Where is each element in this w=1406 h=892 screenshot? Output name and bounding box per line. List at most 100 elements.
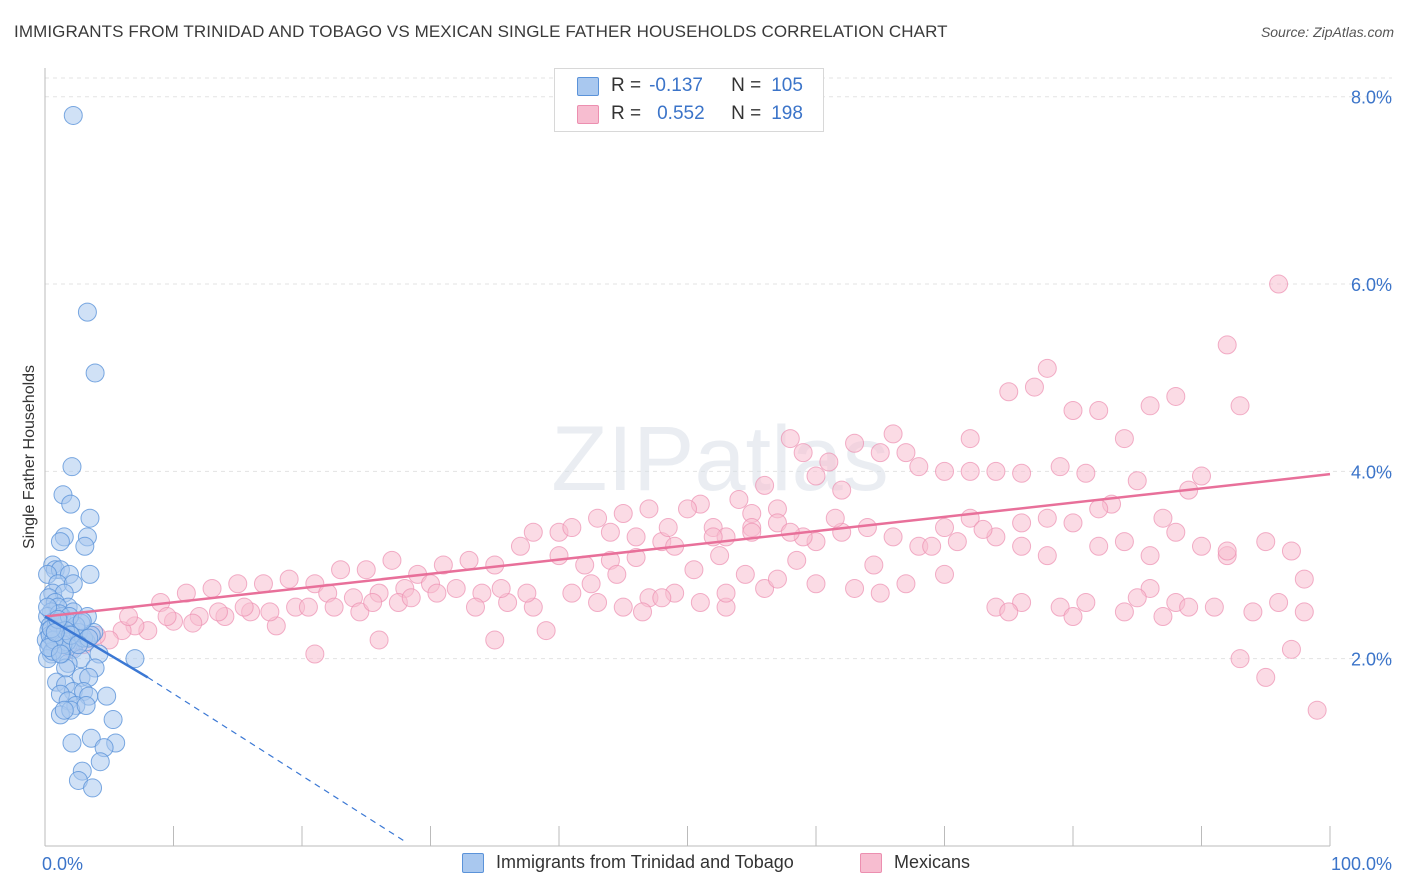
- mexicans-point: [1230, 649, 1250, 669]
- legend-item-mexicans[interactable]: Mexicans: [860, 852, 970, 873]
- mexicans-point: [1140, 578, 1160, 598]
- mexicans-point: [260, 602, 280, 622]
- trinidad-point: [50, 644, 70, 664]
- mexicans-point: [793, 443, 813, 463]
- mexicans-point: [960, 461, 980, 481]
- mexicans-point: [1281, 639, 1301, 659]
- mexicans-point: [986, 461, 1006, 481]
- mexicans-point: [1307, 700, 1327, 720]
- mexicans-point: [870, 583, 890, 603]
- mexicans-point: [427, 583, 447, 603]
- trinidad-point: [103, 710, 123, 730]
- mexicans-point: [755, 475, 775, 495]
- trinidad-point: [85, 363, 105, 383]
- mexicans-point: [883, 424, 903, 444]
- mexicans-point: [465, 597, 485, 617]
- mexicans-point: [1114, 602, 1134, 622]
- mexicans-point: [690, 592, 710, 612]
- mexicans-point: [119, 607, 139, 627]
- trinidad-point: [50, 532, 70, 552]
- trinidad-point: [81, 728, 101, 748]
- mexicans-point: [324, 597, 344, 617]
- mexicans-point: [935, 461, 954, 481]
- mexicans-point: [780, 429, 800, 449]
- mexicans-point: [999, 602, 1019, 622]
- mexicans-point: [633, 602, 653, 622]
- axes: [44, 68, 1331, 847]
- mexicans-point: [716, 583, 736, 603]
- mexicans-point: [305, 644, 325, 664]
- mexicans-point: [1012, 513, 1032, 533]
- trinidad-point: [83, 778, 103, 798]
- mexicans-point: [562, 583, 582, 603]
- legend-n-value-pink: 198: [771, 103, 803, 124]
- y-tick-label: 2.0%: [1351, 650, 1392, 670]
- mexicans-point: [1192, 466, 1211, 486]
- mexicans-point: [896, 443, 916, 463]
- legend-r-label: R =: [611, 103, 642, 124]
- legend-swatch-pink: [860, 852, 882, 873]
- mexicans-point: [999, 382, 1019, 402]
- mexicans-point: [613, 597, 633, 617]
- mexicans-point: [1140, 396, 1160, 416]
- legend-r-value-pink: 0.552: [657, 103, 705, 124]
- mexicans-point: [806, 574, 826, 594]
- mexicans-point: [857, 518, 877, 538]
- trinidad-points: [36, 105, 145, 798]
- mexicans-point: [845, 578, 865, 598]
- mexicans-point: [1012, 463, 1032, 483]
- mexicans-point: [613, 504, 633, 524]
- mexicans-point: [588, 592, 608, 612]
- mexicans-point: [401, 588, 421, 608]
- legend-item-trinidad[interactable]: Immigrants from Trinidad and Tobago: [462, 852, 794, 873]
- mexicans-point: [896, 574, 916, 594]
- mexicans-point: [1076, 463, 1096, 483]
- mexicans-point: [1256, 532, 1276, 552]
- mexicans-point: [710, 546, 730, 566]
- mexicans-point: [678, 499, 697, 519]
- mexicans-point: [935, 564, 954, 584]
- legend-label-trinidad: Immigrants from Trinidad and Tobago: [496, 852, 794, 872]
- mexicans-point: [1089, 400, 1109, 420]
- mexicans-point: [1153, 607, 1173, 627]
- mexicans-point: [356, 560, 376, 580]
- mexicans-point: [1024, 377, 1044, 397]
- trend-lines: [44, 472, 1331, 842]
- mexicans-point: [1114, 532, 1134, 552]
- legend-row-blue: R = -0.137 N = 105: [577, 75, 803, 97]
- mexicans-point: [825, 508, 845, 528]
- mexicans-point: [1063, 607, 1083, 627]
- legend-r-label: R =: [611, 75, 642, 96]
- mexicans-point: [1012, 536, 1032, 556]
- mexicans-point: [806, 466, 826, 486]
- mexicans-point: [228, 574, 248, 594]
- trinidad-point: [97, 686, 117, 706]
- trinidad-point: [80, 564, 100, 584]
- mexicans-point: [157, 607, 177, 627]
- mexicans-point: [1153, 508, 1173, 528]
- legend-row-pink: R = 0.552 N = 198: [577, 103, 803, 125]
- mexicans-point: [735, 564, 755, 584]
- mexicans-point: [1012, 592, 1032, 612]
- legend-n-value-blue: 105: [771, 75, 803, 96]
- mexicans-point: [1037, 508, 1057, 528]
- mexicans-point: [1294, 602, 1314, 622]
- mexicans-point: [767, 569, 787, 589]
- mexicans-point: [787, 550, 807, 570]
- legend-swatch-pink: [577, 104, 599, 124]
- gridlines: [45, 77, 1392, 660]
- mexicans-point: [870, 443, 890, 463]
- mexicans-point: [279, 569, 299, 589]
- mexicans-point: [510, 536, 530, 556]
- mexicans-point: [1243, 602, 1263, 622]
- mexicans-point: [626, 527, 646, 547]
- legend-swatch-blue: [462, 852, 484, 873]
- mexicans-point: [960, 429, 980, 449]
- mexicans-point: [433, 555, 453, 575]
- mexicans-point: [1281, 541, 1301, 561]
- mexicans-point: [947, 532, 967, 552]
- mexicans-point: [1076, 592, 1096, 612]
- mexicans-point: [819, 452, 839, 472]
- mexicans-point: [922, 536, 942, 556]
